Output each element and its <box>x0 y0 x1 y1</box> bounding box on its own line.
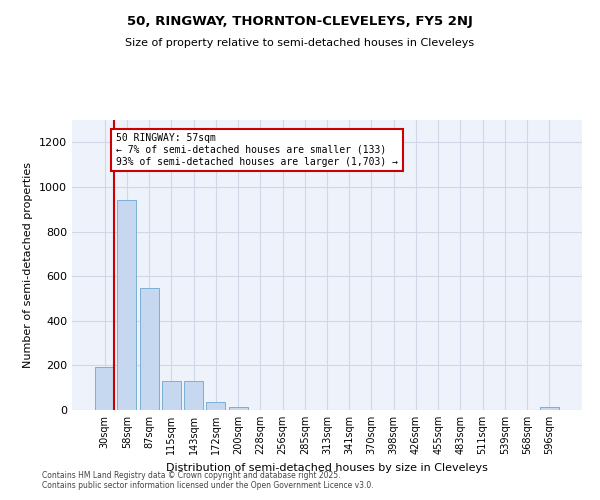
Bar <box>162 381 181 410</box>
Bar <box>95 367 114 410</box>
X-axis label: Distribution of semi-detached houses by size in Cleveleys: Distribution of semi-detached houses by … <box>166 462 488 472</box>
Bar <box>118 200 136 410</box>
Y-axis label: Number of semi-detached properties: Number of semi-detached properties <box>23 162 34 368</box>
Bar <box>540 408 559 410</box>
Bar <box>229 408 248 410</box>
Bar <box>206 402 225 410</box>
Bar <box>184 381 203 410</box>
Text: Contains public sector information licensed under the Open Government Licence v3: Contains public sector information licen… <box>42 480 374 490</box>
Text: 50, RINGWAY, THORNTON-CLEVELEYS, FY5 2NJ: 50, RINGWAY, THORNTON-CLEVELEYS, FY5 2NJ <box>127 15 473 28</box>
Text: Size of property relative to semi-detached houses in Cleveleys: Size of property relative to semi-detach… <box>125 38 475 48</box>
Text: 50 RINGWAY: 57sqm
← 7% of semi-detached houses are smaller (133)
93% of semi-det: 50 RINGWAY: 57sqm ← 7% of semi-detached … <box>116 134 398 166</box>
Text: Contains HM Land Registry data © Crown copyright and database right 2025.: Contains HM Land Registry data © Crown c… <box>42 470 341 480</box>
Bar <box>140 288 158 410</box>
